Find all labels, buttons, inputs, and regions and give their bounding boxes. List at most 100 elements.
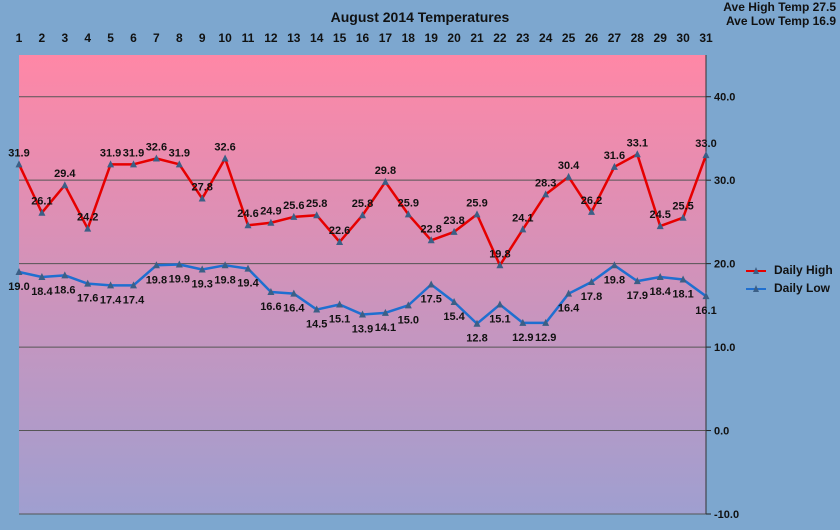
x-tick-label: 5 <box>107 31 114 45</box>
data-label: 24.2 <box>77 212 98 224</box>
data-point <box>679 275 687 283</box>
data-label: 17.4 <box>123 294 145 306</box>
x-tick-label: 28 <box>631 31 645 45</box>
y-tick-label: 30.0 <box>714 175 735 187</box>
data-label: 17.4 <box>100 294 122 306</box>
x-tick-label: 24 <box>539 31 553 45</box>
data-point <box>152 154 160 162</box>
data-label: 25.5 <box>672 201 693 213</box>
x-tick-label: 30 <box>676 31 690 45</box>
data-label: 17.6 <box>77 293 98 305</box>
data-label: 13.9 <box>352 324 373 336</box>
ave-low-annotation: Ave Low Temp 16.9 <box>725 14 836 28</box>
data-label: 32.6 <box>214 141 235 153</box>
y-tick-label: -10.0 <box>714 509 739 521</box>
y-tick-label: 20.0 <box>714 259 735 271</box>
data-label: 18.6 <box>54 284 75 296</box>
data-point <box>588 207 595 215</box>
data-label: 24.5 <box>649 209 670 221</box>
data-point <box>496 261 504 269</box>
data-label: 19.8 <box>214 274 235 286</box>
data-label: 27.8 <box>191 182 212 194</box>
data-label: 15.1 <box>489 314 510 326</box>
x-tick-label: 25 <box>562 31 576 45</box>
data-label: 15.4 <box>443 311 465 323</box>
data-label: 24.6 <box>237 208 258 220</box>
data-point <box>450 227 458 235</box>
data-point <box>175 160 183 168</box>
data-label: 12.9 <box>535 332 556 344</box>
data-point <box>244 221 252 229</box>
data-label: 19.0 <box>8 281 29 293</box>
x-tick-label: 2 <box>39 31 46 45</box>
data-point <box>473 210 481 218</box>
data-label: 18.4 <box>31 286 53 298</box>
data-point <box>656 222 664 230</box>
data-point <box>381 177 389 185</box>
data-point <box>38 208 46 216</box>
data-point <box>130 281 137 289</box>
data-label: 14.1 <box>375 322 396 334</box>
data-point <box>221 261 229 269</box>
data-label: 19.8 <box>604 274 625 286</box>
data-label: 22.6 <box>329 225 350 237</box>
x-tick-label: 18 <box>402 31 416 45</box>
data-point <box>496 300 504 308</box>
data-point <box>565 172 573 180</box>
data-label: 31.9 <box>100 147 121 159</box>
data-point <box>679 213 687 221</box>
x-tick-label: 15 <box>333 31 347 45</box>
y-tick-label: 10.0 <box>714 342 735 354</box>
data-label: 33.1 <box>627 137 648 149</box>
x-tick-label: 19 <box>425 31 439 45</box>
legend-label-low: Daily Low <box>774 281 831 295</box>
data-point <box>198 194 206 202</box>
data-point <box>565 289 573 297</box>
x-tick-label: 16 <box>356 31 370 45</box>
data-point <box>221 154 229 162</box>
data-point <box>84 279 92 287</box>
data-point <box>198 265 206 273</box>
data-label: 26.2 <box>581 195 602 207</box>
data-label: 25.8 <box>352 198 373 210</box>
data-point <box>107 281 115 289</box>
data-point <box>702 151 710 159</box>
data-point <box>450 298 458 306</box>
data-label: 19.9 <box>169 273 190 285</box>
data-point <box>313 211 321 219</box>
data-label: 25.9 <box>466 197 487 209</box>
data-label: 31.9 <box>169 147 190 159</box>
data-label: 25.6 <box>283 200 304 212</box>
data-label: 16.1 <box>695 305 716 317</box>
data-label: 32.6 <box>146 141 167 153</box>
chart-title: August 2014 Temperatures <box>330 9 510 25</box>
data-point <box>633 150 641 158</box>
data-label: 19.4 <box>237 278 259 290</box>
data-point <box>130 160 137 168</box>
data-point <box>519 318 527 326</box>
x-tick-label: 13 <box>287 31 301 45</box>
x-tick-label: 27 <box>608 31 622 45</box>
data-label: 23.8 <box>443 215 464 227</box>
data-point <box>542 318 550 326</box>
data-point <box>313 305 321 313</box>
data-label: 15.0 <box>398 314 419 326</box>
data-label: 12.9 <box>512 332 533 344</box>
data-point <box>633 277 641 285</box>
data-point <box>610 261 618 269</box>
data-label: 24.1 <box>512 212 533 224</box>
data-label: 25.9 <box>398 197 419 209</box>
data-point <box>61 271 69 279</box>
data-label: 31.6 <box>604 150 625 162</box>
data-point <box>588 277 595 285</box>
data-point <box>610 162 618 170</box>
x-tick-label: 7 <box>153 31 160 45</box>
x-tick-label: 20 <box>447 31 461 45</box>
x-tick-label: 11 <box>242 31 255 45</box>
data-label: 16.6 <box>260 301 281 313</box>
x-tick-label: 26 <box>585 31 599 45</box>
x-tick-label: 14 <box>310 31 324 45</box>
x-tick-label: 21 <box>470 31 484 45</box>
ave-high-annotation: Ave High Temp 27.5 <box>723 0 836 14</box>
data-label: 16.4 <box>558 303 580 315</box>
